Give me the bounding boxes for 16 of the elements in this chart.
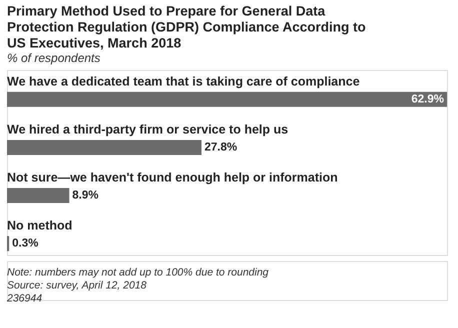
bar bbox=[7, 92, 447, 107]
y-tick-label: We have a dedicated team that is taking care of compliance bbox=[7, 74, 360, 88]
text: Note: numbers may not add up to 100% due to rounding bbox=[7, 266, 269, 278]
data-label: 62.9% bbox=[411, 93, 444, 106]
chart-title: Primary Method Used to Prepare for General Data Protection Regulation (GDPR) Compliance According to US Executives, March 2018 bbox=[7, 4, 366, 50]
text: 236944 bbox=[6, 292, 42, 304]
bar bbox=[7, 188, 70, 204]
y-tick-label: We hired a third-party firm or service to help us bbox=[7, 122, 288, 136]
y-tick-label: Not sure—we haven't found enough help or information bbox=[7, 170, 338, 185]
data-label: 8.9% bbox=[72, 190, 98, 202]
data-label: 27.8% bbox=[204, 141, 238, 154]
source-note: Source: survey, April 12, 2018 bbox=[7, 280, 147, 292]
data-label: 0.3% bbox=[12, 238, 38, 250]
chart-subtitle: % of respondents bbox=[7, 51, 100, 65]
y-tick-label: No method bbox=[7, 218, 72, 233]
bar bbox=[7, 140, 202, 155]
